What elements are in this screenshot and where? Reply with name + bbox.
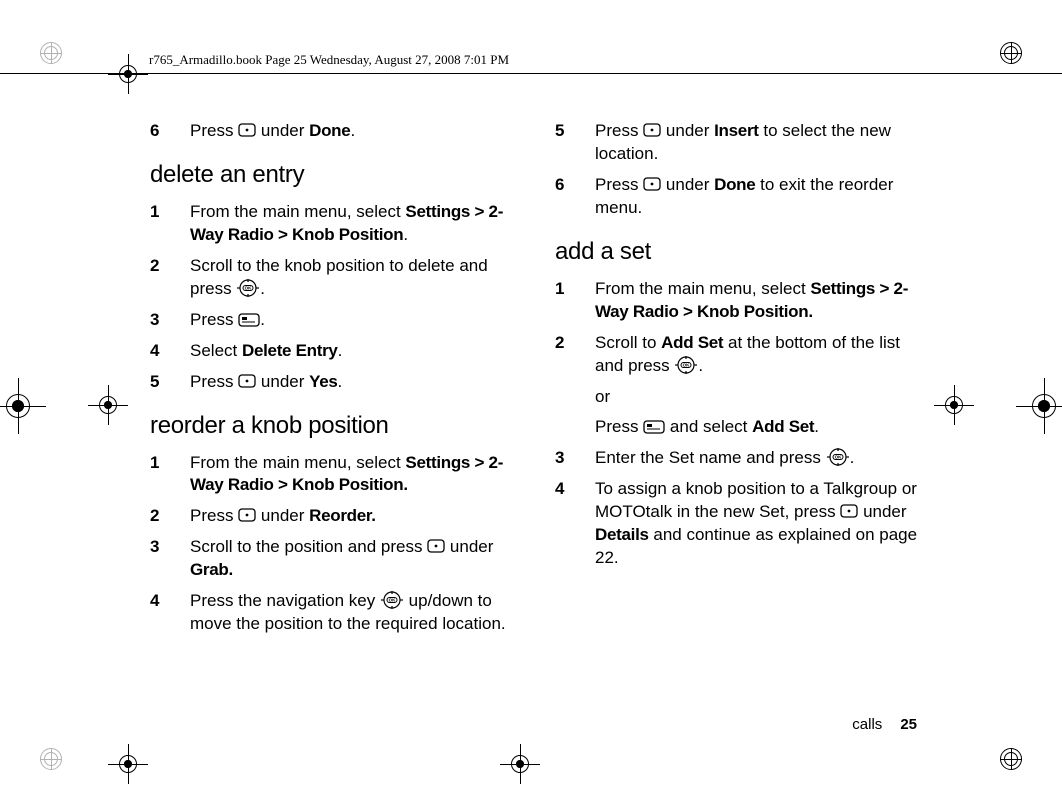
right-column: 5 Press under Insert to select the new l… — [555, 120, 920, 644]
footer-section: calls — [852, 716, 882, 733]
soft-key-icon — [643, 123, 661, 137]
addset-step-1: 1 From the main menu, select Settings > … — [555, 278, 920, 324]
heading-add-set: add a set — [555, 238, 920, 266]
reorder-step-4: 4 Press the navigation key up/down to mo… — [150, 590, 515, 636]
reg-mark-tr — [1000, 42, 1022, 64]
delete-step-1: 1 From the main menu, select Settings > … — [150, 201, 515, 247]
step-number: 2 — [150, 505, 190, 528]
step-text: Press under Done to exit the reorder men… — [595, 174, 920, 220]
step-number: 5 — [555, 120, 595, 166]
header-text: r765_Armadillo.book Page 25 Wednesday, A… — [149, 52, 509, 68]
reg-mark-br — [1000, 748, 1022, 770]
page-content: 6 Press under Done. delete an entry 1 Fr… — [150, 120, 920, 644]
crosshair-mid-left — [88, 385, 128, 425]
soft-key-icon — [238, 374, 256, 388]
reg-mark-tl — [40, 42, 62, 64]
step-text: Press under Done. — [190, 120, 515, 143]
step-text: Press the navigation key up/down to move… — [190, 590, 515, 636]
step-number: 4 — [150, 340, 190, 363]
soft-key-icon — [238, 508, 256, 522]
footer-page-number: 25 — [900, 716, 917, 733]
step-text: From the main menu, select Settings > 2-… — [190, 201, 515, 247]
crosshair-right — [1016, 378, 1062, 434]
header-rule — [0, 73, 1062, 74]
addset-alt: Press and select Add Set. — [595, 416, 920, 439]
addset-step-2: 2 Scroll to Add Set at the bottom of the… — [555, 332, 920, 378]
step-number: 1 — [150, 452, 190, 498]
step-text: Select Delete Entry. — [190, 340, 515, 363]
ok-key-icon — [380, 591, 404, 609]
ok-key-icon — [826, 448, 850, 466]
reg-mark-bl — [40, 748, 62, 770]
step-number: 1 — [150, 201, 190, 247]
addset-or: or — [595, 386, 920, 409]
page-footer: calls 25 — [852, 716, 917, 733]
step-text: Press under Reorder. — [190, 505, 515, 528]
delete-step-3: 3 Press . — [150, 309, 515, 332]
soft-key-icon — [643, 177, 661, 191]
step-text: Press under Insert to select the new loc… — [595, 120, 920, 166]
step-text: To assign a knob position to a Talkgroup… — [595, 478, 920, 570]
step-number: 5 — [150, 371, 190, 394]
addset-step-3: 3 Enter the Set name and press . — [555, 447, 920, 470]
reorder-step-2: 2 Press under Reorder. — [150, 505, 515, 528]
step-text: Scroll to Add Set at the bottom of the l… — [595, 332, 920, 378]
step-text: From the main menu, select Settings > 2-… — [190, 452, 515, 498]
reorder-step-5: 5 Press under Insert to select the new l… — [555, 120, 920, 166]
ok-key-icon — [674, 356, 698, 374]
soft-key-icon — [238, 123, 256, 137]
step-number: 1 — [555, 278, 595, 324]
soft-key-icon — [840, 504, 858, 518]
heading-reorder: reorder a knob position — [150, 412, 515, 440]
reorder-step-1: 1 From the main menu, select Settings > … — [150, 452, 515, 498]
step-number: 3 — [150, 536, 190, 582]
addset-step-4: 4 To assign a knob position to a Talkgro… — [555, 478, 920, 570]
crosshair-left — [0, 378, 46, 434]
delete-step-5: 5 Press under Yes. — [150, 371, 515, 394]
step-number: 4 — [150, 590, 190, 636]
step-6: 6 Press under Done. — [150, 120, 515, 143]
left-column: 6 Press under Done. delete an entry 1 Fr… — [150, 120, 515, 644]
step-number: 2 — [150, 255, 190, 301]
step-text: Enter the Set name and press . — [595, 447, 920, 470]
ok-key-icon — [236, 279, 260, 297]
heading-delete-entry: delete an entry — [150, 161, 515, 189]
reorder-step-3: 3 Scroll to the position and press under… — [150, 536, 515, 582]
step-number: 2 — [555, 332, 595, 378]
step-number: 4 — [555, 478, 595, 570]
step-text: Press under Yes. — [190, 371, 515, 394]
crosshair-bottom — [108, 744, 148, 784]
crosshair-bottom-center — [500, 744, 540, 784]
menu-key-icon — [643, 420, 665, 434]
delete-step-4: 4 Select Delete Entry. — [150, 340, 515, 363]
delete-step-2: 2 Scroll to the knob position to delete … — [150, 255, 515, 301]
step-text: Scroll to the position and press under G… — [190, 536, 515, 582]
soft-key-icon — [427, 539, 445, 553]
step-text: Press . — [190, 309, 515, 332]
menu-key-icon — [238, 313, 260, 327]
step-text: Scroll to the knob position to delete an… — [190, 255, 515, 301]
step-number: 6 — [150, 120, 190, 143]
step-number: 6 — [555, 174, 595, 220]
step-number: 3 — [555, 447, 595, 470]
reorder-step-6: 6 Press under Done to exit the reorder m… — [555, 174, 920, 220]
step-number: 3 — [150, 309, 190, 332]
step-text: From the main menu, select Settings > 2-… — [595, 278, 920, 324]
crosshair-top — [108, 54, 148, 94]
crosshair-mid-right — [934, 385, 974, 425]
